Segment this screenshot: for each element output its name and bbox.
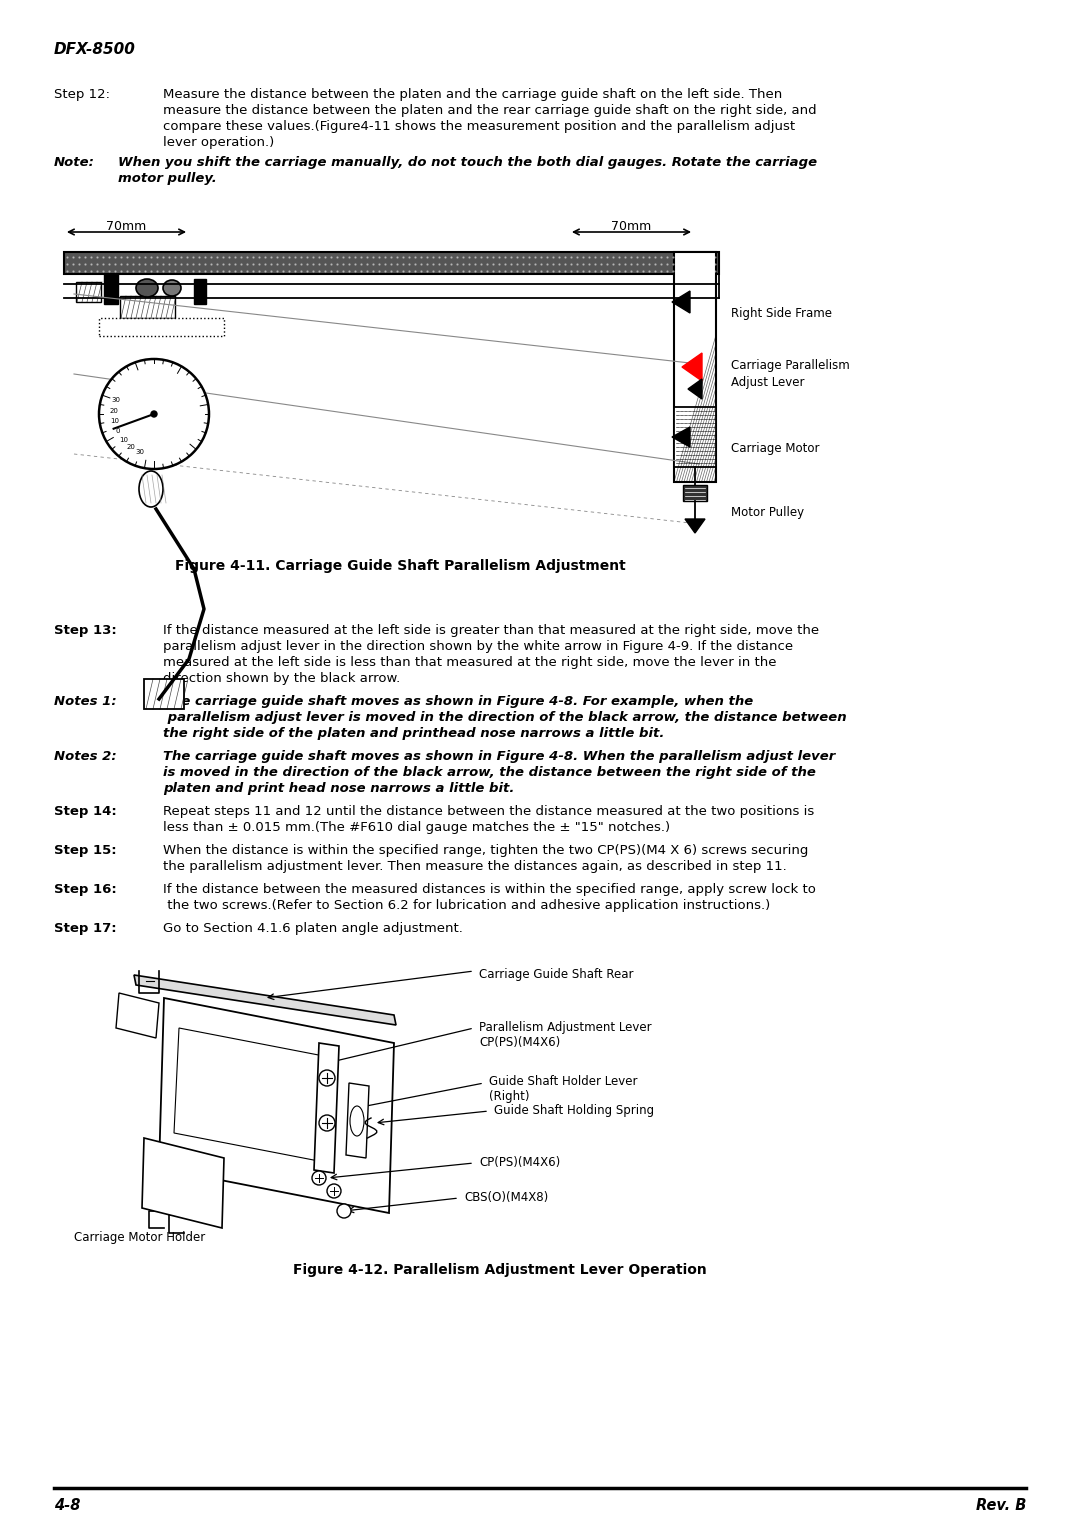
Polygon shape [672, 426, 690, 448]
Ellipse shape [163, 280, 181, 296]
Ellipse shape [136, 280, 158, 296]
Ellipse shape [350, 1106, 364, 1135]
Text: 10: 10 [110, 419, 119, 423]
Text: lever operation.): lever operation.) [163, 136, 274, 150]
Text: Step 12:: Step 12: [54, 89, 110, 101]
Text: Notes 2:: Notes 2: [54, 750, 117, 762]
Bar [194, 280, 206, 304]
Text: parallelism adjust lever is moved in the direction of the black arrow, the dista: parallelism adjust lever is moved in the… [163, 711, 847, 724]
Text: platen and print head nose narrows a little bit.: platen and print head nose narrows a lit… [163, 782, 514, 795]
Text: is moved in the direction of the black arrow, the distance between the right sid: is moved in the direction of the black a… [163, 766, 815, 779]
Text: 20: 20 [110, 408, 119, 414]
Text: Go to Section 4.1.6 platen angle adjustment.: Go to Section 4.1.6 platen angle adjustm… [163, 921, 463, 935]
Text: Repeat steps 11 and 12 until the distance between the distance measured at the t: Repeat steps 11 and 12 until the distanc… [163, 805, 814, 817]
Text: less than ± 0.015 mm.(The #F610 dial gauge matches the ± "15" notches.): less than ± 0.015 mm.(The #F610 dial gau… [163, 821, 670, 834]
Text: (Right): (Right) [489, 1089, 529, 1103]
Polygon shape [681, 353, 702, 380]
Bar [76, 283, 102, 303]
Text: Step 14:: Step 14: [54, 805, 117, 817]
Polygon shape [174, 1028, 334, 1163]
Text: 30: 30 [136, 449, 145, 455]
Polygon shape [688, 379, 702, 399]
Polygon shape [346, 1083, 369, 1158]
Text: 0: 0 [116, 428, 120, 434]
Polygon shape [672, 290, 690, 313]
Bar [683, 484, 707, 501]
Text: Figure 4-11. Carriage Guide Shaft Parallelism Adjustment: Figure 4-11. Carriage Guide Shaft Parall… [175, 559, 625, 573]
Text: CP(PS)(M4X6): CP(PS)(M4X6) [480, 1036, 561, 1050]
Circle shape [327, 1184, 341, 1198]
Text: 10: 10 [119, 437, 127, 443]
Text: Notes 1:: Notes 1: [54, 695, 117, 707]
Text: the right side of the platen and printhead nose narrows a little bit.: the right side of the platen and printhe… [163, 727, 664, 740]
Polygon shape [116, 993, 159, 1038]
Circle shape [337, 1204, 351, 1218]
Text: Carriage Guide Shaft Rear: Carriage Guide Shaft Rear [480, 969, 634, 981]
Text: the parallelism adjustment lever. Then measure the distances again, as described: the parallelism adjustment lever. Then m… [163, 860, 786, 872]
Text: Step 13:: Step 13: [54, 623, 117, 637]
Text: Step 15:: Step 15: [54, 843, 117, 857]
Text: motor pulley.: motor pulley. [118, 173, 217, 185]
Text: parallelism adjust lever in the direction shown by the white arrow in Figure 4-9: parallelism adjust lever in the directio… [163, 640, 793, 652]
Text: 70mm: 70mm [611, 220, 651, 232]
Polygon shape [685, 520, 705, 533]
Text: The carriage guide shaft moves as shown in Figure 4-8. When the parallelism adju: The carriage guide shaft moves as shown … [163, 750, 835, 762]
Text: the two screws.(Refer to Section 6.2 for lubrication and adhesive application in: the two screws.(Refer to Section 6.2 for… [163, 898, 770, 912]
Text: When you shift the carriage manually, do not touch the both dial gauges. Rotate : When you shift the carriage manually, do… [118, 156, 818, 170]
Polygon shape [159, 998, 394, 1213]
Text: Rev. B: Rev. B [975, 1497, 1026, 1513]
Text: Right Side Frame: Right Side Frame [731, 307, 832, 319]
Bar [674, 252, 716, 481]
Text: Measure the distance between the platen and the carriage guide shaft on the left: Measure the distance between the platen … [163, 89, 782, 101]
Bar [674, 406, 716, 468]
Circle shape [151, 411, 157, 417]
Text: 4-8: 4-8 [54, 1497, 80, 1513]
Bar [99, 318, 224, 336]
Text: CP(PS)(M4X6): CP(PS)(M4X6) [480, 1157, 561, 1169]
Text: If the distance measured at the left side is greater than that measured at the r: If the distance measured at the left sid… [163, 623, 819, 637]
Text: DFX-8500: DFX-8500 [54, 41, 136, 57]
Circle shape [319, 1070, 335, 1086]
Text: measure the distance between the platen and the rear carriage guide shaft on the: measure the distance between the platen … [163, 104, 816, 118]
Circle shape [319, 1115, 335, 1131]
Bar [144, 678, 184, 709]
Text: direction shown by the black arrow.: direction shown by the black arrow. [163, 672, 401, 685]
Text: The carriage guide shaft moves as shown in Figure 4-8. For example, when the: The carriage guide shaft moves as shown … [163, 695, 753, 707]
Text: Motor Pulley: Motor Pulley [731, 506, 805, 520]
Polygon shape [134, 975, 396, 1025]
Circle shape [99, 359, 210, 469]
Text: measured at the left side is less than that measured at the right side, move the: measured at the left side is less than t… [163, 656, 777, 669]
Ellipse shape [139, 471, 163, 507]
Text: Guide Shaft Holder Lever: Guide Shaft Holder Lever [489, 1076, 637, 1088]
Text: Figure 4-12. Parallelism Adjustment Lever Operation: Figure 4-12. Parallelism Adjustment Leve… [293, 1264, 707, 1277]
Text: Step 17:: Step 17: [54, 921, 117, 935]
Text: 30: 30 [112, 397, 121, 403]
Text: CBS(O)(M4X8): CBS(O)(M4X8) [464, 1190, 549, 1204]
Text: Carriage Motor: Carriage Motor [731, 442, 820, 455]
Text: When the distance is within the specified range, tighten the two CP(PS)(M4 X 6) : When the distance is within the specifie… [163, 843, 808, 857]
Bar [104, 274, 118, 304]
Text: 70mm: 70mm [106, 220, 146, 232]
Text: Guide Shaft Holding Spring: Guide Shaft Holding Spring [494, 1105, 654, 1117]
Text: Note:: Note: [54, 156, 95, 170]
Bar [120, 296, 175, 318]
Polygon shape [314, 1044, 339, 1174]
Text: Step 16:: Step 16: [54, 883, 117, 895]
Text: compare these values.(Figure4-11 shows the measurement position and the parallel: compare these values.(Figure4-11 shows t… [163, 121, 795, 133]
Text: Carriage Motor Holder: Carriage Motor Holder [75, 1232, 205, 1244]
Circle shape [312, 1170, 326, 1186]
Text: Parallelism Adjustment Lever: Parallelism Adjustment Lever [480, 1021, 651, 1034]
Text: 20: 20 [126, 443, 135, 449]
Polygon shape [141, 1138, 224, 1229]
Text: If the distance between the measured distances is within the specified range, ap: If the distance between the measured dis… [163, 883, 815, 895]
Bar [64, 252, 719, 274]
Text: Carriage Parallelism
Adjust Lever: Carriage Parallelism Adjust Lever [731, 359, 850, 390]
